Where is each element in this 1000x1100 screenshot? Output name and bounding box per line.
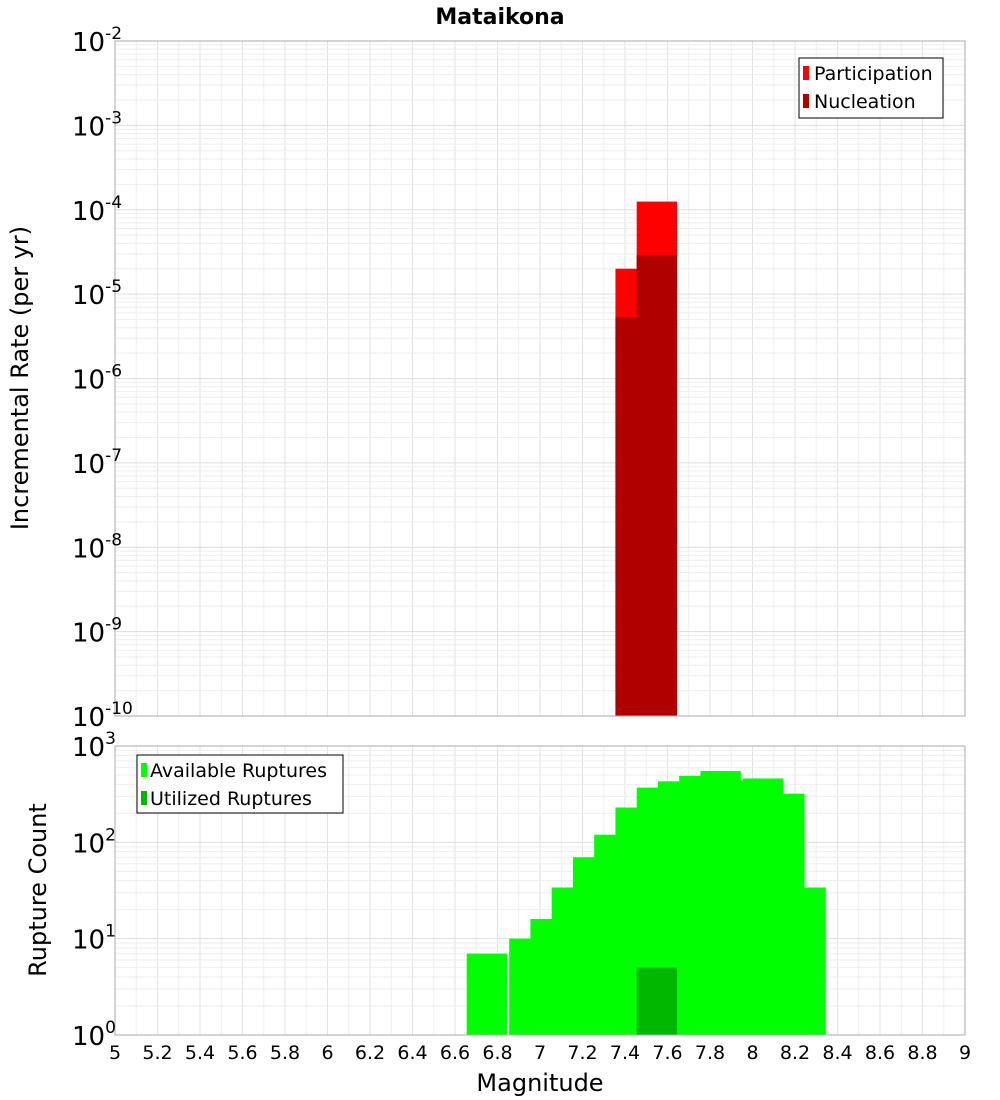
count-plot-frame <box>114 745 966 1036</box>
x-tick-label: 5.6 <box>227 1042 257 1064</box>
rate-legend: Participation Nucleation <box>798 57 944 119</box>
chart-title: Mataikona <box>435 5 564 30</box>
legend-label-utilized: Utilized Ruptures <box>150 788 312 810</box>
rate-y-axis-label: Incremental Rate (per yr) <box>6 226 34 530</box>
x-tick-label: 7.2 <box>567 1042 597 1064</box>
x-tick-label: 6.6 <box>440 1042 470 1064</box>
bar-available-ruptures <box>785 887 826 1035</box>
count-legend: Available Ruptures Utilized Ruptures <box>136 754 344 814</box>
legend-swatch-available <box>141 763 147 777</box>
bar-available-ruptures <box>466 953 508 1035</box>
x-tick-label: 7.4 <box>610 1042 640 1064</box>
x-tick-label: 6.2 <box>355 1042 385 1064</box>
y-tick-label: 10-10 <box>72 699 133 733</box>
legend-swatch-nucleation <box>803 94 809 108</box>
legend-swatch-utilized <box>141 791 147 805</box>
x-tick-label: 8 <box>746 1042 758 1064</box>
x-tick-label: 8.2 <box>780 1042 810 1064</box>
legend-label-nucleation: Nucleation <box>814 91 916 113</box>
rate-plot-frame <box>114 40 966 717</box>
legend-label-participation: Participation <box>814 63 933 85</box>
x-tick-label: 5.8 <box>270 1042 300 1064</box>
x-tick-label: 8.6 <box>865 1042 895 1064</box>
x-tick-label: 7.8 <box>695 1042 725 1064</box>
y-tick-label: 10-4 <box>72 193 122 227</box>
bar-nucleation <box>636 255 678 716</box>
rate-legend-box <box>798 57 944 119</box>
x-tick-label: 6.4 <box>397 1042 427 1064</box>
x-tick-label: 5.4 <box>185 1042 215 1064</box>
x-tick-label: 6 <box>321 1042 333 1064</box>
x-tick-label: 9 <box>959 1042 971 1064</box>
count-bars <box>466 771 826 1035</box>
bar-utilized-ruptures <box>636 967 678 1035</box>
legend-label-available: Available Ruptures <box>150 760 327 782</box>
x-tick-label: 5 <box>109 1042 121 1064</box>
x-tick-labels: 5 5.2 5.4 5.6 5.8 6 6.2 6.4 6.6 6.8 7 7.2 7.4 7.6 7.8 8… <box>109 1042 971 1064</box>
x-tick-label: 7.6 <box>652 1042 682 1064</box>
rate-bars <box>615 201 678 716</box>
x-tick-label: 5.2 <box>142 1042 172 1064</box>
count-legend-box <box>136 754 344 814</box>
y-tick-label: 103 <box>72 729 116 763</box>
y-tick-label: 102 <box>72 825 116 859</box>
rate-gridlines <box>114 41 966 717</box>
x-tick-label: 7 <box>534 1042 546 1064</box>
x-axis-label: Magnitude <box>476 1069 603 1097</box>
count-y-axis-label: Rupture Count <box>24 803 52 977</box>
x-tick-label: 6.8 <box>482 1042 512 1064</box>
x-tick-label: 8.4 <box>822 1042 852 1064</box>
y-tick-label: 101 <box>72 922 116 956</box>
x-tick-label: 8.8 <box>907 1042 937 1064</box>
legend-swatch-participation <box>803 66 809 80</box>
